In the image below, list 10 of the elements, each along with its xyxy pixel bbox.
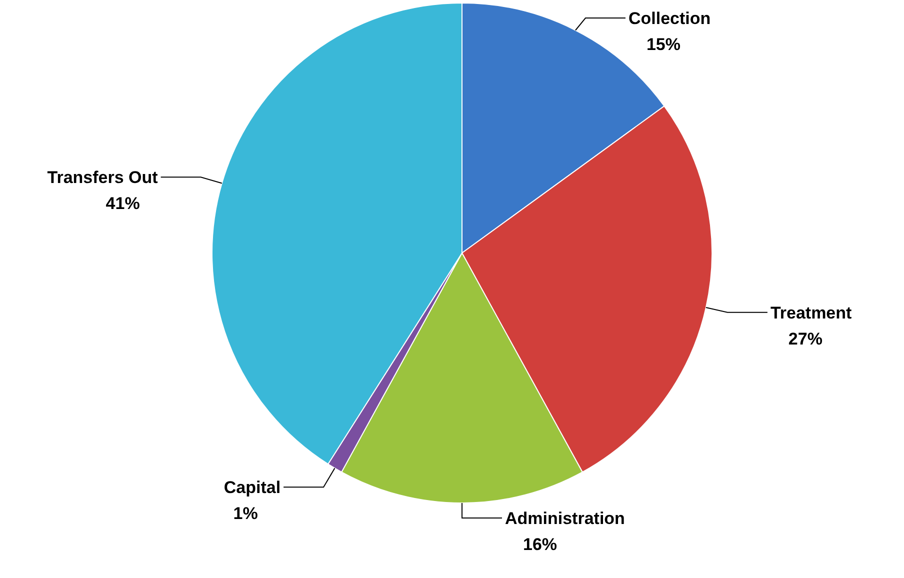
data-label: 16% bbox=[522, 534, 558, 554]
slice-label: Treatment bbox=[770, 303, 852, 322]
slice-label: Transfers Out bbox=[47, 168, 158, 188]
data-label: 1% bbox=[233, 504, 258, 524]
data-label: 15% bbox=[646, 34, 680, 54]
slice-label: Administration bbox=[505, 508, 625, 528]
data-label: 41% bbox=[106, 194, 140, 214]
slice-label: Capital bbox=[224, 478, 281, 498]
data-label: 27% bbox=[788, 329, 822, 348]
slice-label: Collection bbox=[628, 8, 711, 28]
